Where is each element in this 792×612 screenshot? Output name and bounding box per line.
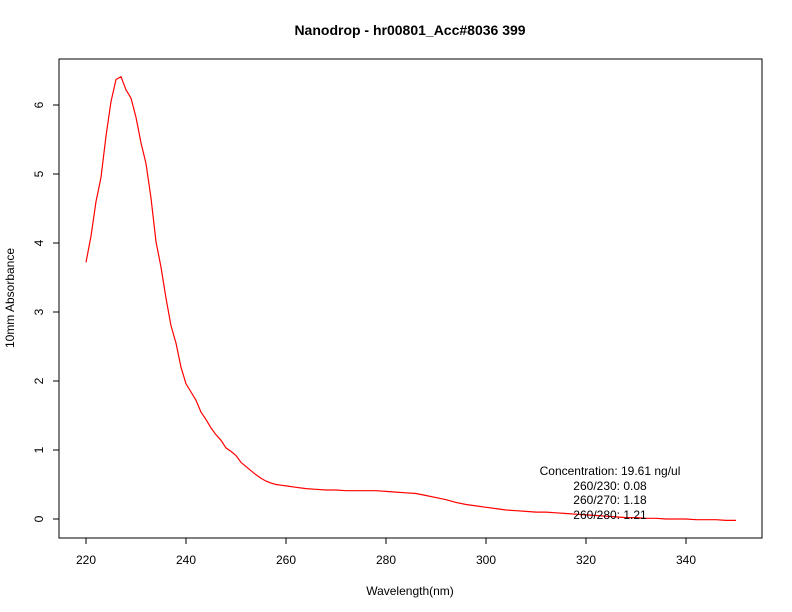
y-tick-label: 3 (32, 308, 46, 315)
x-tick-label: 300 (476, 553, 496, 567)
y-tick-label: 2 (32, 377, 46, 384)
x-tick-label: 260 (276, 553, 296, 567)
annotation-ratio-260-270: 260/270: 1.18 (573, 493, 647, 507)
annotation-concentration: Concentration: 19.61 ng/ul (540, 464, 681, 478)
y-tick-label: 1 (32, 446, 46, 453)
x-tick-label: 320 (576, 553, 596, 567)
x-tick-label: 240 (176, 553, 196, 567)
y-tick-label: 6 (32, 101, 46, 108)
x-axis: 220 240 260 280 300 320 340 (76, 537, 696, 567)
chart-title: Nanodrop - hr00801_Acc#8036 399 (294, 22, 525, 38)
y-tick-label: 5 (32, 170, 46, 177)
y-tick-label: 4 (32, 239, 46, 246)
y-axis: 0 1 2 3 4 5 6 (32, 101, 59, 522)
x-tick-label: 220 (76, 553, 96, 567)
x-axis-label: Wavelength(nm) (366, 584, 454, 598)
y-axis-label: 10mm Absorbance (3, 248, 17, 348)
x-tick-label: 340 (676, 553, 696, 567)
y-tick-label: 0 (32, 515, 46, 522)
absorbance-series-line (85, 75, 736, 521)
annotation-ratio-260-230: 260/230: 0.08 (573, 479, 647, 493)
annotation-ratio-260-280: 260/280: 1.21 (573, 508, 647, 522)
x-tick-label: 280 (376, 553, 396, 567)
